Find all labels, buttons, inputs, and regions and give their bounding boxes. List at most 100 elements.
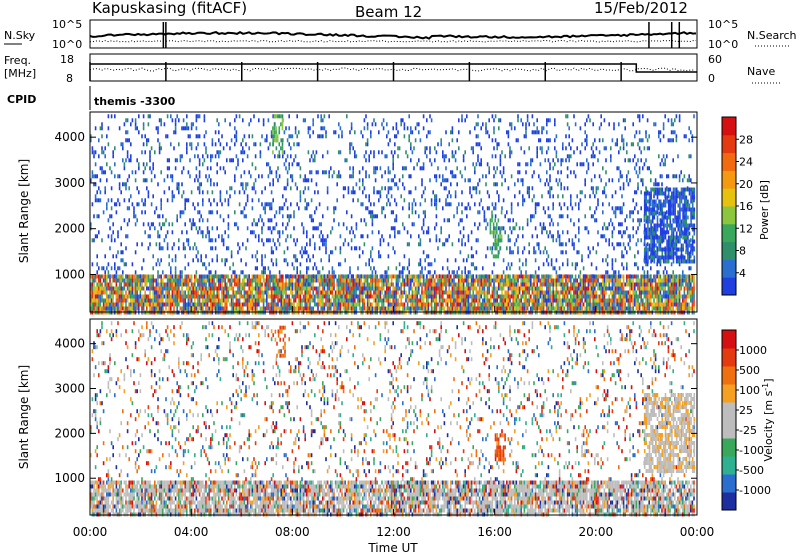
power-cell — [259, 214, 262, 219]
power-cell — [586, 274, 588, 279]
power-cell — [194, 282, 196, 287]
power-cell — [158, 282, 161, 287]
power-cell — [370, 302, 372, 307]
power-cell — [614, 306, 617, 311]
power-cell — [432, 278, 434, 283]
power-cell — [101, 290, 103, 295]
power-cell — [125, 262, 127, 267]
power-cell — [408, 290, 410, 295]
power-cell — [464, 278, 466, 283]
power-cell — [451, 302, 454, 307]
power-cell — [213, 274, 215, 279]
power-cell — [158, 242, 161, 247]
power-cell — [467, 278, 470, 283]
power-cell — [395, 266, 398, 271]
power-cell — [419, 238, 422, 243]
power-cell — [208, 274, 210, 279]
power-cell — [227, 202, 230, 207]
power-cell — [120, 190, 122, 195]
power-cell — [269, 206, 271, 211]
power-cell — [456, 206, 458, 211]
power-cell — [555, 306, 558, 311]
power-cell — [366, 278, 369, 283]
power-cell — [371, 214, 374, 219]
power-cell — [362, 294, 364, 299]
power-cell — [118, 174, 121, 179]
power-cell — [672, 282, 674, 287]
power-cell — [206, 274, 209, 279]
power-cell — [475, 290, 478, 295]
power-cell — [685, 294, 687, 299]
power-cell — [114, 290, 116, 295]
power-cell — [294, 258, 297, 263]
power-cell — [235, 298, 238, 303]
power-cell — [347, 190, 350, 195]
power-cell — [518, 306, 521, 311]
power-cell — [198, 274, 201, 279]
power-cell — [325, 298, 327, 303]
power-cell — [435, 206, 438, 211]
power-cell — [547, 306, 550, 311]
power-cell — [421, 182, 423, 187]
power-cell — [99, 302, 102, 307]
power-cell — [389, 274, 391, 279]
power-cell — [107, 142, 110, 147]
power-cell — [294, 282, 297, 287]
power-cell — [234, 142, 236, 147]
power-cell — [99, 306, 102, 311]
power-cell — [221, 298, 223, 303]
power-cell — [243, 290, 246, 295]
power-cell — [243, 190, 246, 195]
power-cell — [130, 142, 132, 147]
power-cell — [118, 186, 121, 191]
power-cell — [147, 194, 150, 199]
power-cell — [594, 282, 596, 287]
power-cell — [613, 306, 615, 311]
power-cell — [230, 306, 233, 311]
power-cell — [360, 234, 362, 239]
noise-panel: N.Sky 10^5 10^0 10^5 10^0 N.Search — [4, 18, 797, 51]
power-cell — [339, 302, 342, 307]
power-cell — [274, 306, 276, 311]
power-cell — [349, 150, 351, 155]
power-cell — [245, 202, 247, 207]
power-cell — [411, 298, 414, 303]
power-cell — [526, 298, 529, 303]
power-cell — [424, 258, 426, 263]
power-cell — [130, 274, 132, 279]
power-cell — [150, 302, 153, 307]
power-cell — [285, 278, 287, 283]
power-cell — [560, 282, 562, 287]
power-cell — [195, 246, 198, 251]
power-cell — [146, 306, 148, 311]
power-cell — [99, 178, 102, 183]
power-cell — [214, 130, 217, 135]
power-cell — [584, 290, 586, 295]
power-cell — [394, 230, 396, 235]
power-cell — [653, 298, 655, 303]
power-cell — [430, 294, 433, 299]
power-cell — [277, 282, 279, 287]
power-cell — [216, 162, 218, 167]
power-cell — [182, 166, 185, 171]
power-cell — [218, 234, 220, 239]
power-cell — [592, 282, 594, 287]
power-cell — [120, 226, 122, 231]
power-cell — [387, 242, 390, 247]
power-cell — [440, 226, 442, 231]
power-cell — [493, 274, 495, 279]
power-cell — [437, 246, 439, 251]
power-cell — [533, 282, 535, 287]
power-cell — [139, 286, 142, 291]
power-cell — [150, 202, 153, 207]
power-cell — [142, 162, 145, 167]
power-cell — [283, 302, 286, 307]
power-cell — [408, 298, 410, 303]
power-cell — [290, 186, 292, 191]
power-cell — [224, 302, 226, 307]
power-cell — [152, 222, 154, 227]
power-cell — [117, 234, 119, 239]
power-cell — [302, 230, 305, 235]
power-cell — [626, 290, 628, 295]
power-cell — [187, 278, 190, 283]
